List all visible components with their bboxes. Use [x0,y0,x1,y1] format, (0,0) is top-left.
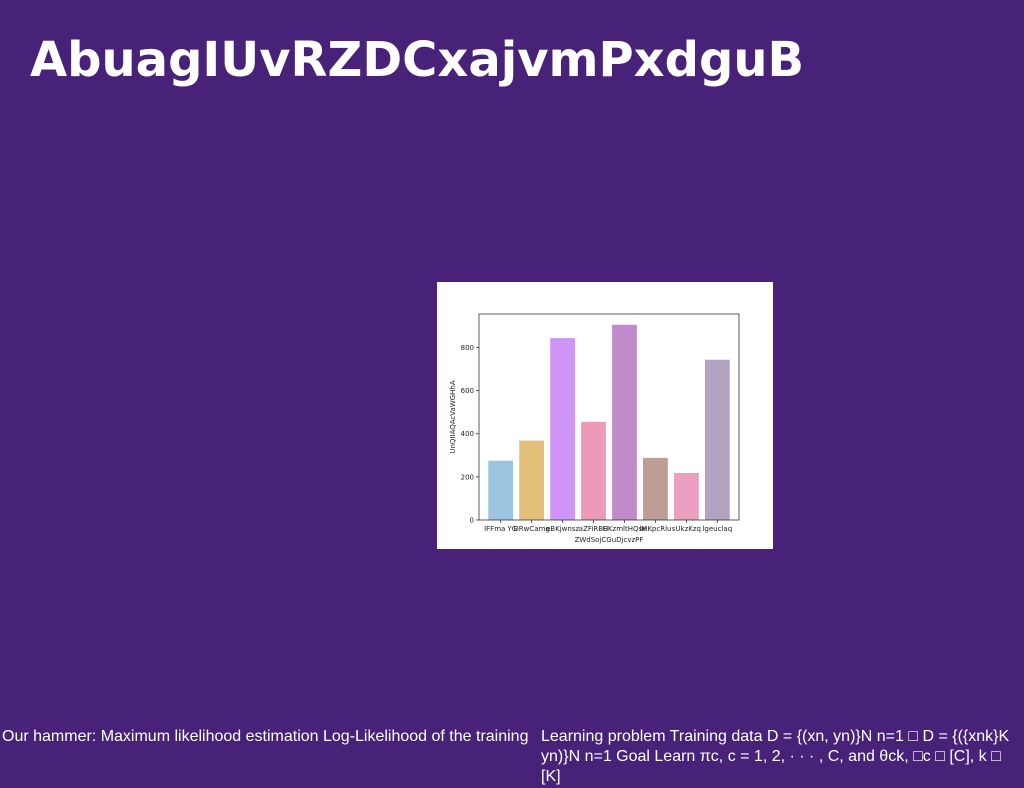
y-tick-label: 200 [461,473,474,481]
x-tick-label: aZFiRBH [579,525,608,533]
x-tick-label: eBKjwnsz [546,525,579,533]
bar-5 [643,457,668,520]
y-tick-label: 600 [461,387,474,395]
y-tick-label: 0 [470,517,474,525]
bars-group [488,324,730,520]
x-tick-label: GKzmltHQse [603,525,647,533]
bar-2 [550,338,575,520]
x-tick-label: lMKpcRlu [639,525,671,533]
x-tick-label: sUkzKzq [672,525,701,533]
footer-left-text: Our hammer: Maximum likelihood estimatio… [2,728,529,745]
x-tick-label: IFFma YG [484,525,517,533]
y-tick-label: 400 [461,430,474,438]
slide-title: AbuagIUvRZDCxajvmPxdguB [30,32,805,88]
x-axis-label: ZWdSojCGuDjcvzPF [575,536,644,544]
plot-frame [478,313,740,521]
x-tick-label: DRwCamg [513,525,549,533]
bar-0 [488,460,514,520]
y-ticks-group: 0 200 400 600 800 [461,344,479,525]
bar-4 [612,324,637,520]
y-tick-label: 800 [461,344,474,352]
bar-6 [674,472,699,520]
x-tick-label: lgeuclaq [702,525,732,533]
bar-7 [704,359,730,520]
bar-3 [581,421,606,520]
footer-right-text: Learning problem Training data D = {(xn,… [541,728,1010,785]
y-axis-label: UnQIIAQAcVaWGHhA [449,380,457,453]
chart-card: 0 200 400 600 800 IFFma YG DRwCamg eBKjwnsz aZF… [437,282,773,549]
bar-1 [519,440,544,520]
